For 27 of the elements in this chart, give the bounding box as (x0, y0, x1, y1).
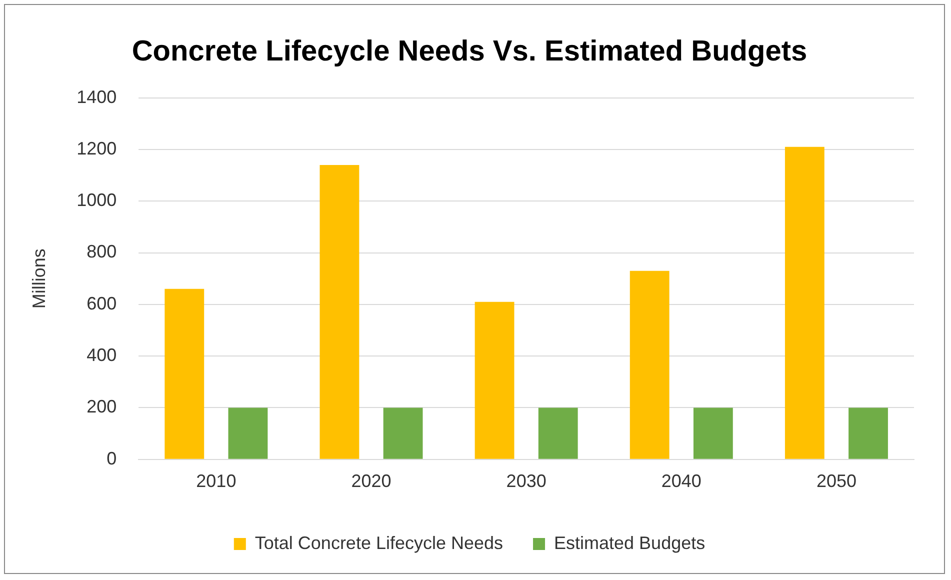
bar (784, 146, 824, 459)
bar (538, 408, 578, 459)
bar (228, 408, 268, 459)
y-axis-title: Millions (28, 248, 49, 309)
x-tick-label: 2050 (816, 471, 856, 492)
chart-title: Concrete Lifecycle Needs Vs. Estimated Budgets (132, 35, 808, 68)
bar (630, 270, 670, 459)
bar (383, 408, 423, 459)
bar (693, 408, 733, 459)
y-tick-label: 1400 (76, 86, 117, 107)
y-tick-label: 200 (86, 396, 117, 417)
y-tick-label: 1000 (76, 190, 117, 210)
y-tick-label: 0 (106, 448, 117, 468)
bar (320, 164, 360, 459)
bar (164, 288, 204, 459)
y-tick-label: 800 (86, 242, 117, 262)
y-tick-label: 1200 (76, 138, 117, 158)
y-tick-label: 600 (86, 293, 117, 314)
x-tick-label: 2020 (351, 471, 392, 492)
x-tick-label: 2030 (506, 471, 546, 492)
x-tick-label: 2010 (196, 471, 236, 492)
legend-label: Total Concrete Lifecycle Needs (254, 532, 504, 553)
legend-label: Estimated Budgets (554, 532, 706, 553)
x-tick-label: 2040 (661, 471, 702, 492)
y-tick-label: 400 (86, 345, 117, 366)
bar (848, 408, 888, 459)
bar (474, 302, 514, 459)
